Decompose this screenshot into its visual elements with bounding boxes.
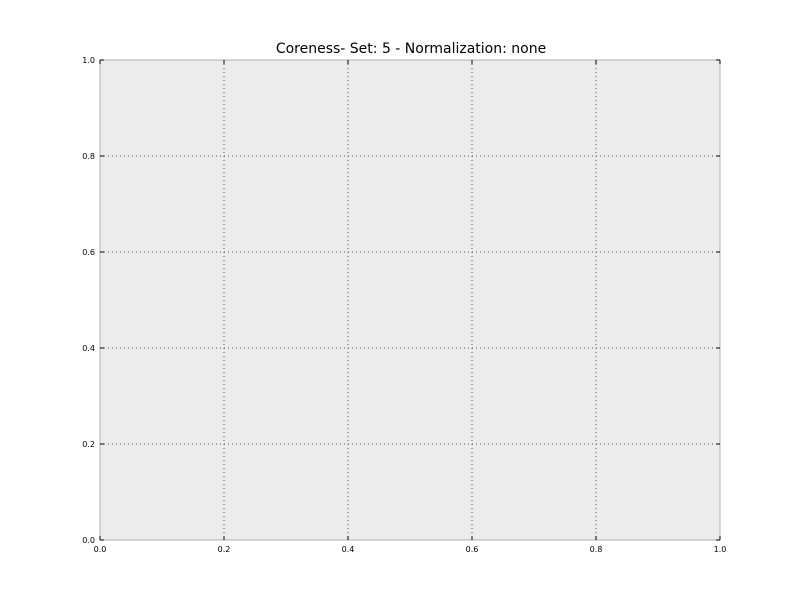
plot-area: 0.0 0.2 0.4 0.6 0.8 1.0 0.0 0.2 0.4 0.6 0.8 1.0 (82, 56, 726, 554)
y-tick-label: 0.2 (82, 440, 95, 449)
x-tick-label: 0.0 (94, 545, 107, 554)
x-tick-label: 1.0 (714, 545, 727, 554)
plot-background (100, 60, 720, 540)
axes-frame (99, 59, 721, 541)
x-tick-label: 0.6 (466, 545, 479, 554)
y-tick-label: 0.0 (82, 536, 95, 545)
y-tick-label: 0.8 (82, 152, 95, 161)
chart-title: Coreness- Set: 5 - Normalization: none (276, 41, 546, 57)
y-tick-label: 0.6 (82, 248, 95, 257)
x-tick-label: 0.2 (218, 545, 231, 554)
x-tick-label: 0.4 (342, 545, 355, 554)
y-tick-label: 0.4 (82, 344, 95, 353)
x-tick-label: 0.8 (590, 545, 603, 554)
y-tick-label: 1.0 (82, 56, 95, 65)
